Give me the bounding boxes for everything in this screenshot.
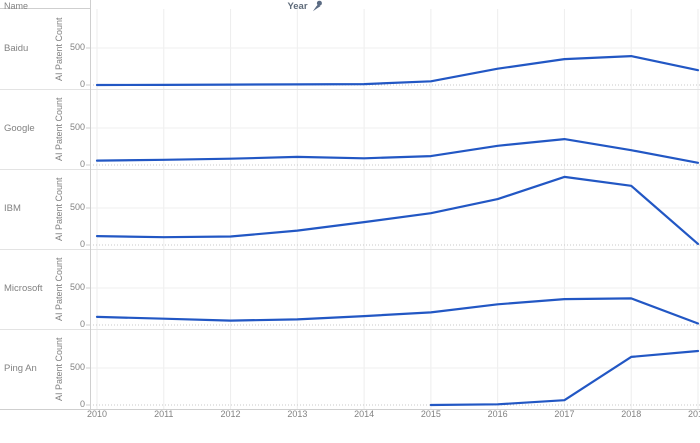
x-tick-label: 2013: [287, 409, 308, 419]
row-label-ibm: IBM: [4, 203, 21, 215]
x-axis-title-label: Year: [287, 0, 308, 12]
row-label-google: Google: [4, 123, 35, 135]
pin-icon[interactable]: [312, 0, 323, 12]
y-tick-label: 0: [79, 319, 85, 329]
x-tick-label: 2017: [554, 409, 575, 419]
line-baidu[interactable]: [95, 54, 700, 87]
line-ping-an[interactable]: [429, 349, 700, 407]
x-tick-label: 2018: [621, 409, 642, 419]
row-label-baidu: Baidu: [4, 43, 29, 55]
y-tick-label: 0: [79, 159, 85, 169]
y-tick-label: 500: [69, 202, 85, 212]
x-axis-title: Year: [0, 0, 610, 12]
x-tick-label: 2016: [487, 409, 508, 419]
y-tick-label: 0: [79, 79, 85, 89]
row-label-microsoft: Microsoft: [4, 283, 43, 295]
y-tick-label: 500: [69, 42, 85, 52]
x-tick-label: 2015: [420, 409, 441, 419]
line-ibm[interactable]: [95, 175, 700, 245]
line-microsoft[interactable]: [95, 297, 700, 325]
name-column-header: Name: [4, 1, 29, 11]
x-tick-label: 2011: [154, 409, 174, 419]
y-tick-label: 500: [69, 282, 85, 292]
y-tick-label: 500: [69, 122, 85, 132]
line-google[interactable]: [95, 138, 700, 164]
y-tick-label: 0: [79, 399, 85, 409]
x-tick-label: 2012: [220, 409, 241, 419]
x-tick-label: 2019: [687, 409, 700, 419]
x-tick-label: 2014: [354, 409, 375, 419]
row-label-ping-an: Ping An: [4, 363, 37, 375]
y-tick-label: 500: [69, 362, 85, 372]
y-tick-label: 0: [79, 239, 85, 249]
x-tick-label: 2010: [86, 409, 108, 419]
